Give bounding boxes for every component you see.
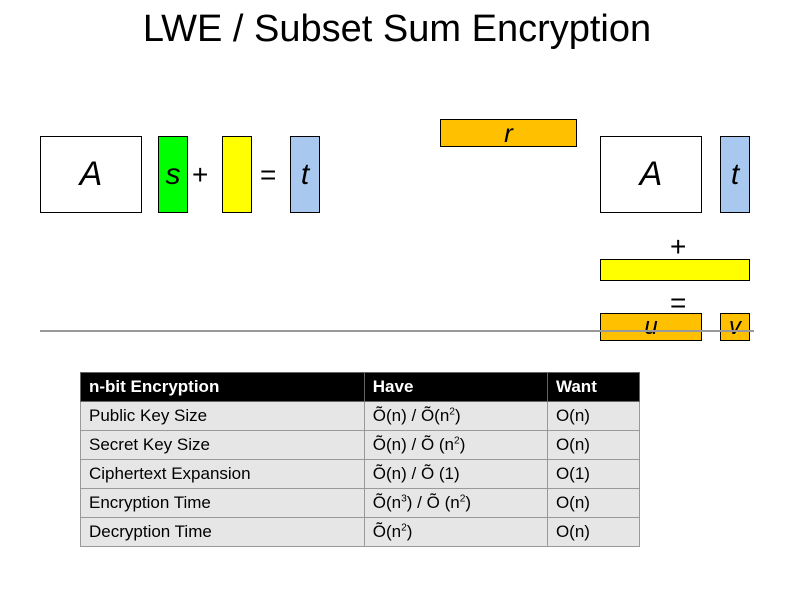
vector-t-right: t <box>720 136 750 213</box>
table-cell: Encryption Time <box>81 489 365 518</box>
separator-line <box>40 330 754 332</box>
table-row: Decryption TimeÕ(n2)O(n) <box>81 518 640 547</box>
table-cell: Õ(n) / Õ (1) <box>364 460 547 489</box>
table-cell: Õ(n2) <box>364 518 547 547</box>
table-cell: O(n) <box>547 431 639 460</box>
page-title: LWE / Subset Sum Encryption <box>0 0 794 51</box>
table-cell: O(1) <box>547 460 639 489</box>
vector-r: r <box>440 119 577 147</box>
table-row: Encryption TimeÕ(n3) / Õ (n2)O(n) <box>81 489 640 518</box>
table-header: Have <box>364 373 547 402</box>
table-cell: Ciphertext Expansion <box>81 460 365 489</box>
error-vec-1 <box>222 136 252 213</box>
table-header: Want <box>547 373 639 402</box>
table-cell: Õ(n) / Õ(n2) <box>364 402 547 431</box>
plus-op-1: + <box>192 159 208 191</box>
vector-v: v <box>720 313 750 341</box>
table-cell: Public Key Size <box>81 402 365 431</box>
vector-s: s <box>158 136 188 213</box>
table-header: n-bit Encryption <box>81 373 365 402</box>
table-row: Secret Key SizeÕ(n) / Õ (n2)O(n) <box>81 431 640 460</box>
matrix-A-right: A <box>600 136 702 213</box>
error-vec-2 <box>600 259 750 281</box>
table-cell: Decryption Time <box>81 518 365 547</box>
equals-op-1: = <box>260 159 276 191</box>
table-row: Ciphertext ExpansionÕ(n) / Õ (1)O(1) <box>81 460 640 489</box>
vector-t-left: t <box>290 136 320 213</box>
vector-u: u <box>600 313 702 341</box>
table-cell: O(n) <box>547 518 639 547</box>
table-cell: Secret Key Size <box>81 431 365 460</box>
matrix-A-left: A <box>40 136 142 213</box>
equation-diagram: A s + = t r A t + = u v <box>0 51 794 281</box>
table-cell: O(n) <box>547 489 639 518</box>
table-cell: Õ(n) / Õ (n2) <box>364 431 547 460</box>
table-row: Public Key SizeÕ(n) / Õ(n2)O(n) <box>81 402 640 431</box>
table-cell: Õ(n3) / Õ (n2) <box>364 489 547 518</box>
complexity-table: n-bit EncryptionHaveWant Public Key Size… <box>80 372 640 547</box>
table-cell: O(n) <box>547 402 639 431</box>
